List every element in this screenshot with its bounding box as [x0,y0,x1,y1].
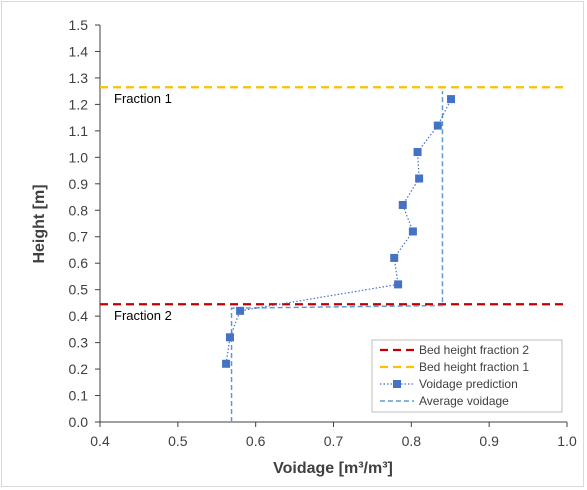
y-tick-label: 0.9 [69,176,89,192]
voidage-prediction-point [447,95,456,104]
y-tick-label: 0.0 [69,414,89,430]
x-tick-label: 1.0 [557,433,577,449]
average-voidage-line [230,91,444,422]
voidage-prediction-point [390,253,399,262]
annotation-fraction-2: Fraction 2 [114,308,172,323]
legend-label-voidage-prediction: Voidage prediction [419,377,518,391]
x-tick-label: 0.8 [402,433,422,449]
legend-label-bed-height-fraction-2: Bed height fraction 2 [419,343,529,357]
voidage-prediction-point [222,359,231,368]
axes [95,24,568,427]
y-tick-label: 1.5 [69,17,89,33]
reference-lines [100,86,567,306]
annotations: Fraction 1 Fraction 2 [114,91,172,323]
y-tick-label: 0.3 [69,335,89,351]
x-tick-label: 0.6 [246,433,266,449]
y-tick-label: 1.1 [69,123,89,139]
x-tick-label: 0.9 [479,433,499,449]
legend: Bed height fraction 2 Bed height fraction… [371,339,563,413]
voidage-prediction-point [398,200,407,209]
voidage-prediction-point [394,280,403,289]
y-tick-label: 0.1 [69,388,89,404]
legend-label-bed-height-fraction-1: Bed height fraction 1 [419,360,529,374]
y-tick-label: 1.0 [69,149,89,165]
y-tick-label: 0.2 [69,361,89,377]
average-voidage-series [230,91,444,422]
y-axis-title: Height [m] [31,184,48,263]
voidage-prediction-point [236,306,245,315]
y-tick-label: 1.4 [69,43,89,59]
voidage-prediction-point [415,174,424,183]
y-tick-label: 0.7 [69,229,89,245]
annotation-fraction-1: Fraction 1 [114,91,172,106]
y-tick-label: 0.8 [69,202,89,218]
legend-marker-voidage-prediction [393,380,401,388]
legend-box [371,339,563,413]
y-tick-label: 0.5 [69,282,89,298]
voidage-prediction-point [225,333,234,342]
x-tick-label: 0.5 [168,433,188,449]
voidage-prediction-series [222,95,456,368]
y-tick-label: 1.3 [69,70,89,86]
y-tick-label: 0.4 [69,308,89,324]
tick-labels: 0.0 0.1 0.2 0.3 0.4 0.5 0.6 0.7 0.8 0.9 1.0 1.1 1.2 1… [69,17,577,449]
voidage-prediction-point [408,227,417,236]
x-tick-label: 0.7 [324,433,344,449]
x-axis-title: Voidage [m³/m³] [273,460,393,477]
voidage-prediction-point [413,148,422,157]
voidage-prediction-point [433,121,442,130]
y-tick-label: 1.2 [69,96,89,112]
legend-label-average-voidage: Average voidage [419,394,509,408]
voidage-prediction-line [225,98,452,364]
x-tick-label: 0.4 [90,433,110,449]
y-tick-label: 0.6 [69,255,89,271]
